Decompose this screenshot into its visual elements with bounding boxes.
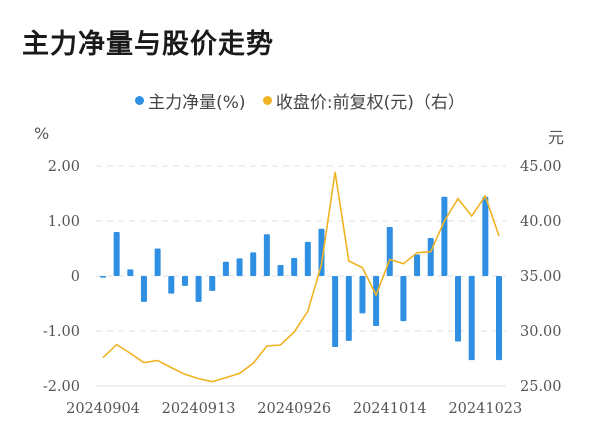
bar-net-volume [263, 234, 270, 276]
bar-net-volume [441, 196, 448, 276]
right-axis-tick-label: 45.00 [520, 159, 562, 175]
legend-item-net-volume[interactable]: 主力净量(%) [135, 88, 246, 113]
left-axis-unit: % [34, 124, 50, 143]
x-axis-tick-label: 20240904 [66, 401, 140, 417]
right-axis-unit: 元 [548, 128, 565, 147]
bar-net-volume [468, 276, 475, 361]
bar-net-volume [359, 276, 366, 314]
left-axis-tick-label: 1.00 [48, 214, 80, 230]
bar-net-volume [291, 257, 298, 276]
bar-net-volume [127, 269, 134, 276]
left-axis-tick-label: -1.00 [43, 324, 80, 340]
x-axis-tick-label: 20241023 [448, 401, 522, 417]
bar-net-volume [318, 228, 325, 276]
bar-net-volume [332, 276, 339, 347]
right-axis-tick-label: 40.00 [520, 214, 562, 230]
bar-net-volume [373, 276, 380, 327]
bar-net-volume [195, 276, 202, 302]
bar-net-volume [222, 261, 229, 276]
bar-net-volume [181, 276, 188, 286]
legend-item-close-price[interactable]: 收盘价:前复权(元)（右） [262, 88, 465, 113]
bar-net-volume [113, 232, 120, 276]
bar-net-volume [140, 276, 147, 302]
bar-net-volume [345, 276, 352, 341]
bar-net-volume [154, 248, 161, 276]
x-axis-tick-label: 20241014 [353, 401, 427, 417]
left-axis-tick-label: -2.00 [43, 379, 80, 395]
bar-net-volume [414, 254, 421, 276]
bar-net-volume [100, 276, 106, 278]
bar-net-volume [386, 227, 393, 276]
bar-net-volume [250, 252, 257, 276]
right-axis-tick-label: 25.00 [520, 379, 562, 395]
line-close-price [102, 171, 500, 383]
legend-dot-yellow-icon [262, 96, 272, 105]
bar-net-volume [455, 276, 462, 342]
left-axis-tick-label: 2.00 [48, 159, 80, 175]
bar-net-volume [496, 276, 502, 361]
bar-net-volume [304, 241, 311, 276]
left-axis-tick-label: 0 [71, 269, 80, 285]
bar-net-volume [427, 238, 434, 276]
right-axis-tick-label: 35.00 [520, 269, 562, 285]
bar-net-volume [168, 276, 175, 294]
x-axis-tick-label: 20240913 [162, 401, 236, 417]
legend-label: 主力净量(%) [148, 93, 246, 113]
bar-net-volume [277, 265, 284, 276]
right-axis-tick-label: 30.00 [520, 324, 562, 340]
bar-net-volume [400, 276, 407, 322]
bar-net-volume [236, 258, 243, 276]
bar-net-volume [482, 196, 489, 276]
chart-title: 主力净量与股价走势 [22, 29, 274, 60]
x-axis-tick-label: 20240926 [257, 401, 331, 417]
legend-dot-blue-icon [135, 96, 145, 105]
legend: 主力净量(%) 收盘价:前复权(元)（右） [0, 88, 600, 113]
bar-net-volume [209, 276, 216, 291]
legend-label: 收盘价:前复权(元)（右） [275, 93, 465, 113]
